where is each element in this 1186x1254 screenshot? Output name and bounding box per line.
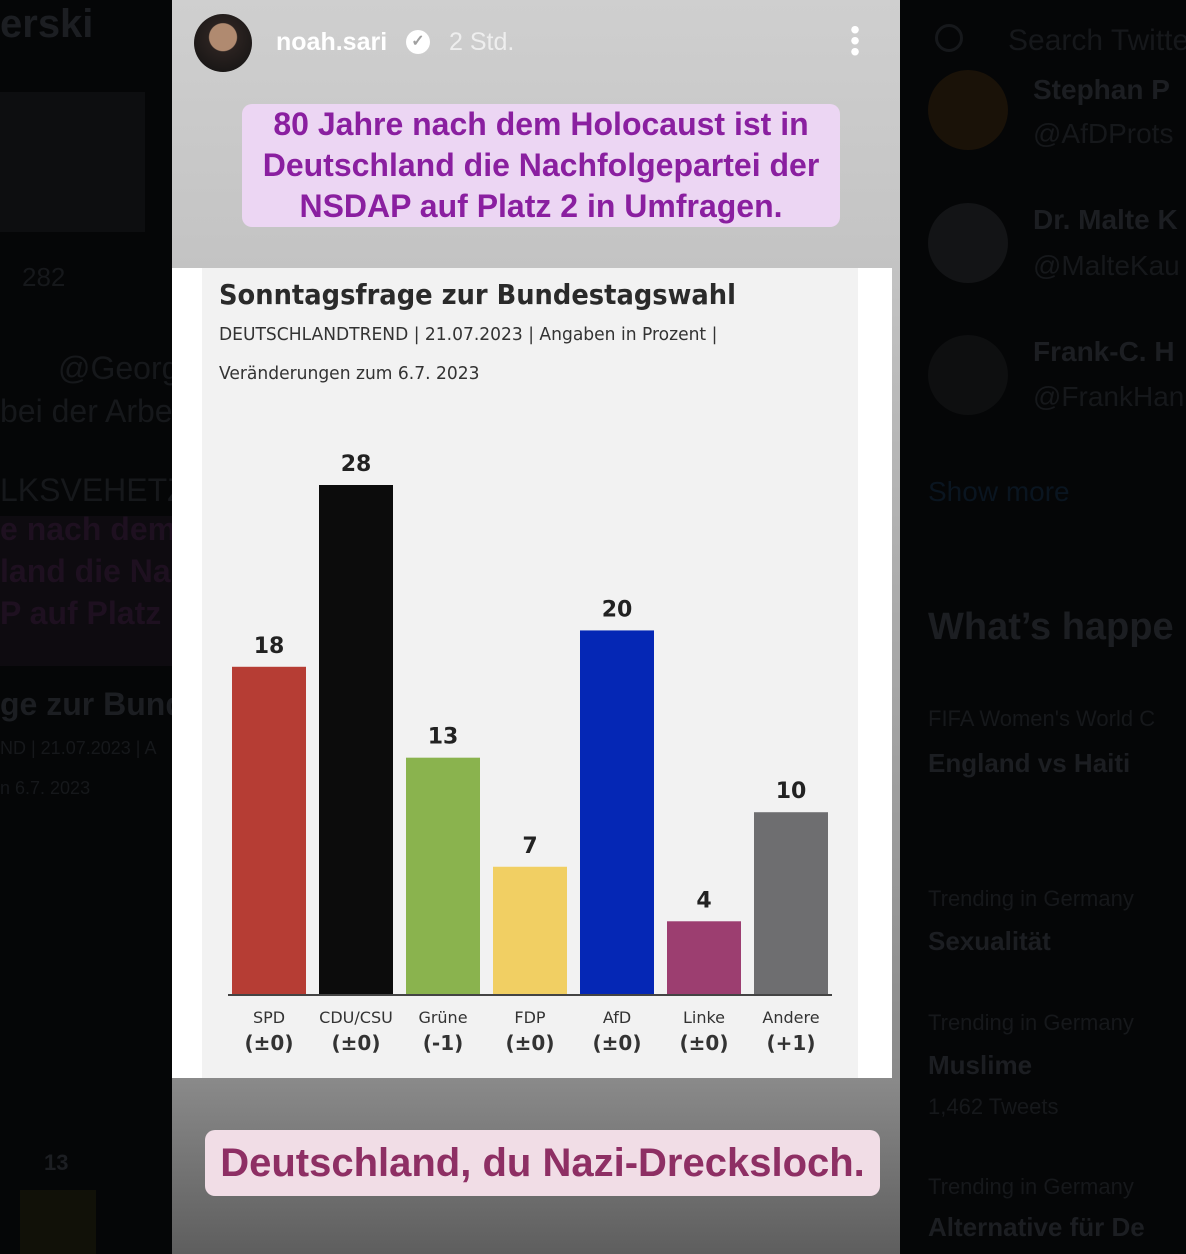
- trend-title[interactable]: Alternative für De: [928, 1212, 1145, 1242]
- change-label: (±0): [680, 1031, 729, 1055]
- data-label: 10: [776, 779, 807, 804]
- follow-name[interactable]: Stephan P: [1033, 74, 1170, 105]
- quote-line: e nach dem: [0, 516, 172, 547]
- trend-count: 1,462 Tweets: [928, 1094, 1059, 1119]
- bar-chart: 18 SPD (±0) 28 CDU/CSU (±0) 13 Grüne (-1) 7 FDP (±0…: [228, 452, 832, 1055]
- background-image: [0, 92, 145, 232]
- avatar[interactable]: [928, 203, 1008, 283]
- whats-happening-heading: What’s happe: [928, 606, 1174, 648]
- chart-sub-fragment: ND | 21.07.2023 | A: [0, 738, 157, 758]
- more-options-icon[interactable]: • • •: [850, 14, 860, 67]
- chart-title: Sonntagsfrage zur Bundestagswahl: [219, 278, 736, 311]
- username[interactable]: noah.sari: [276, 28, 388, 56]
- bar-spd: [232, 666, 306, 994]
- trend-context: Trending in Germany: [928, 1174, 1134, 1199]
- instagram-story[interactable]: noah.sari ✓ 2 Std. • • • 80 Jahre nach dem…: [172, 0, 900, 1254]
- trend-title[interactable]: Sexualität: [928, 926, 1051, 956]
- bar-label-fragment: 13: [44, 1150, 69, 1175]
- quote-line: land die Na: [0, 553, 171, 589]
- caption-top: 80 Jahre nach dem Holocaust ist in Deuts…: [242, 104, 840, 227]
- bar-cducsu: [319, 485, 393, 994]
- change-label: (-1): [423, 1031, 464, 1055]
- bar-andere: [754, 812, 828, 994]
- chart-subtitle-2: Veränderungen zum 6.7. 2023: [219, 363, 480, 384]
- caption-bottom: Deutschland, du Nazi-Drecksloch.: [205, 1130, 880, 1196]
- avatar[interactable]: [928, 70, 1008, 150]
- profile-name-fragment: erski: [0, 2, 94, 46]
- category-label: Linke: [683, 1008, 725, 1027]
- chart-subtitle: DEUTSCHLANDTREND | 21.07.2023 | Angaben …: [219, 324, 718, 345]
- category-label: AfD: [603, 1008, 631, 1027]
- data-label: 18: [254, 634, 285, 659]
- trend-title[interactable]: Muslime: [928, 1050, 1033, 1080]
- category-label: FDP: [514, 1008, 546, 1027]
- avatar[interactable]: [928, 335, 1008, 415]
- trend-title[interactable]: England vs Haiti: [928, 748, 1131, 778]
- bar-linke: [667, 921, 741, 994]
- data-label: 20: [602, 597, 633, 622]
- verified-badge-icon: ✓: [406, 30, 430, 54]
- trend-context: Trending in Germany: [928, 1010, 1134, 1035]
- data-label: 4: [696, 888, 711, 913]
- data-label: 28: [341, 452, 372, 477]
- follow-handle[interactable]: @FrankHan: [1033, 381, 1185, 412]
- change-label: (±0): [506, 1031, 555, 1055]
- follow-name[interactable]: Frank-C. H: [1033, 336, 1175, 367]
- quote-line: P auf Platz: [0, 595, 162, 631]
- follow-handle[interactable]: @AfDProts: [1033, 118, 1174, 149]
- trend-context: FIFA Women's World C: [928, 706, 1156, 731]
- bar-grne: [406, 757, 480, 994]
- data-label: 7: [522, 834, 537, 859]
- tweet-text-fragment: bei der Arbei: [0, 393, 180, 429]
- change-label: (+1): [767, 1031, 816, 1055]
- user-avatar[interactable]: [194, 14, 252, 72]
- chart-card: Sonntagsfrage zur Bundestagswahl DEUTSCH…: [172, 268, 892, 1078]
- category-label: Grüne: [418, 1008, 467, 1027]
- search-icon[interactable]: [935, 24, 963, 52]
- follow-handle[interactable]: @MalteKau: [1033, 250, 1180, 281]
- trend-context: Trending in Germany: [928, 886, 1134, 911]
- change-label: (±0): [332, 1031, 381, 1055]
- bar-fdp: [493, 866, 567, 994]
- category-label: Andere: [762, 1008, 819, 1027]
- show-more-link[interactable]: Show more: [928, 476, 1070, 507]
- bar-fragment: [20, 1190, 96, 1254]
- count-text: 282: [22, 262, 66, 292]
- chart-title-fragment: ge zur Bunde: [0, 686, 203, 722]
- quoted-caption: e nach dem land die Na P auf Platz: [0, 516, 172, 666]
- bar-afd: [580, 630, 654, 994]
- data-label: 13: [428, 725, 459, 750]
- handle-fragment: @Georg: [58, 350, 180, 386]
- change-label: (±0): [245, 1031, 294, 1055]
- change-label: (±0): [593, 1031, 642, 1055]
- post-time: 2 Std.: [449, 28, 515, 56]
- search-input[interactable]: Search Twitter: [1008, 24, 1186, 57]
- category-label: CDU/CSU: [319, 1008, 393, 1027]
- chart-sub-fragment-2: n 6.7. 2023: [0, 778, 91, 798]
- follow-name[interactable]: Dr. Malte K: [1033, 204, 1178, 235]
- category-label: SPD: [253, 1008, 285, 1027]
